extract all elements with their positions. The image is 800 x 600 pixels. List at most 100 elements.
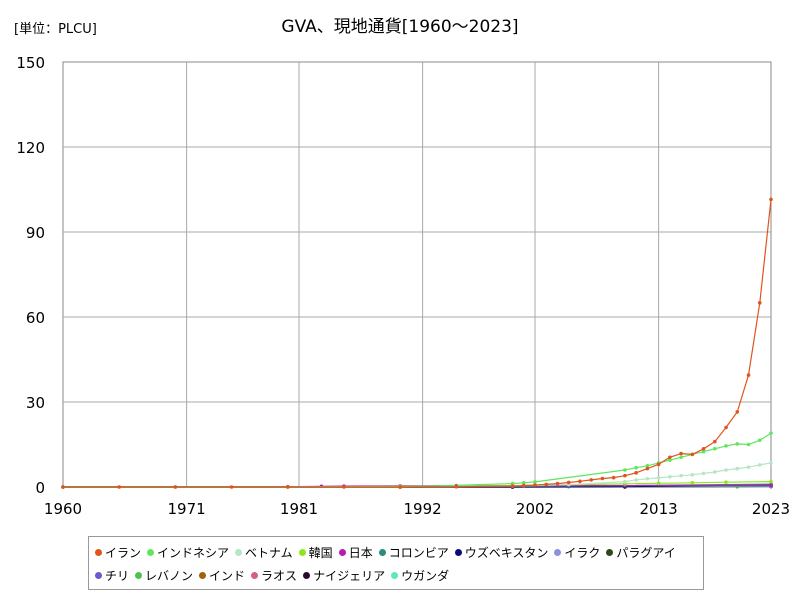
legend-item: ラオス <box>251 566 297 588</box>
legend-marker-icon <box>298 549 306 556</box>
data-point <box>724 480 728 484</box>
data-point <box>735 442 740 446</box>
data-point <box>769 431 773 435</box>
data-point <box>117 485 121 489</box>
y-tick-label: 30 <box>26 394 45 412</box>
data-point <box>600 476 605 481</box>
plot-area <box>62 61 772 488</box>
data-point <box>724 444 728 448</box>
legend-item: チリ <box>95 566 129 588</box>
data-point <box>757 301 762 305</box>
legend-label: インド <box>209 569 246 583</box>
data-point <box>679 473 683 478</box>
legend-marker-icon <box>95 572 102 579</box>
series-line <box>63 199 772 488</box>
legend-item: イラク <box>554 543 600 565</box>
data-point <box>533 483 537 487</box>
data-point <box>735 410 740 414</box>
x-tick-label: 1992 <box>404 500 442 518</box>
x-tick-label: 2013 <box>640 500 678 518</box>
data-point <box>746 465 751 469</box>
data-point <box>724 425 728 430</box>
legend-item: レバノン <box>135 566 193 588</box>
y-tick-label: 150 <box>16 54 45 72</box>
legend-label: ナイジェリア <box>313 569 386 583</box>
legend-label: インドネシア <box>157 546 230 560</box>
data-point <box>679 455 683 460</box>
chart-title: GVA、現地通貨[1960～2023] <box>281 17 519 37</box>
data-point <box>656 481 661 486</box>
x-tick-label: 1960 <box>44 500 82 518</box>
data-point <box>769 461 773 465</box>
y-tick-label: 60 <box>26 309 45 327</box>
legend-item: イラン <box>95 543 141 565</box>
data-point <box>578 479 582 484</box>
legend-item: コロンビア <box>378 543 449 565</box>
legend-item: インドネシア <box>147 543 229 565</box>
x-tick-label: 1971 <box>168 500 206 518</box>
legend-label: パラグアイ <box>616 546 676 560</box>
data-point <box>735 466 740 471</box>
legend-marker-icon <box>454 549 462 556</box>
data-point <box>61 485 65 489</box>
series-line <box>63 462 772 488</box>
data-point <box>229 485 234 489</box>
data-point <box>398 485 402 489</box>
legend-marker-icon <box>303 572 311 579</box>
data-point <box>645 466 650 471</box>
data-point <box>555 481 560 486</box>
legend-item: ベトナム <box>235 543 293 565</box>
data-point <box>690 480 695 485</box>
data-point <box>623 479 627 484</box>
data-point <box>769 197 773 202</box>
legend-label: チリ <box>105 569 130 583</box>
legend-item: インド <box>199 566 245 588</box>
data-point <box>589 478 593 482</box>
legend-marker-icon <box>338 549 346 556</box>
legend-marker-icon <box>147 549 155 556</box>
data-point <box>701 446 706 451</box>
data-point <box>679 451 683 456</box>
data-point <box>668 475 672 479</box>
data-point <box>454 484 459 489</box>
legend-label: ウズベキスタン <box>464 546 549 560</box>
data-point <box>623 468 627 472</box>
legend-marker-icon <box>251 572 259 579</box>
data-point <box>713 446 717 451</box>
legend-item: ウガンダ <box>391 566 449 588</box>
legend-item: ウズベキスタン <box>454 543 549 565</box>
data-point <box>611 475 616 480</box>
legend-marker-icon <box>378 549 386 556</box>
data-point <box>544 482 549 487</box>
data-point <box>701 449 706 454</box>
legend-label: イラク <box>564 546 601 560</box>
legend-marker-icon <box>554 549 562 556</box>
data-point <box>342 485 346 489</box>
data-point <box>656 462 661 467</box>
data-point <box>521 480 526 485</box>
legend-label: ベトナム <box>245 546 293 560</box>
y-tick-label: 0 <box>35 479 45 497</box>
legend-label: 韓国 <box>308 546 333 560</box>
legend-marker-icon <box>199 572 207 579</box>
data-point <box>645 476 650 481</box>
data-point <box>668 455 672 460</box>
data-point <box>757 438 762 443</box>
data-point <box>746 373 751 377</box>
legend-item: 韓国 <box>298 543 333 565</box>
legend-item: パラグアイ <box>606 543 676 565</box>
data-point <box>769 479 773 484</box>
x-tick-label: 2002 <box>516 500 554 518</box>
data-point <box>769 483 773 488</box>
data-point <box>690 473 695 477</box>
data-point <box>690 452 695 457</box>
legend-marker-icon <box>391 572 399 579</box>
legend-marker-icon <box>606 549 614 556</box>
data-point <box>634 471 638 475</box>
legend-label: 日本 <box>348 546 373 560</box>
legend-label: ラオス <box>261 569 298 583</box>
x-tick-label: 2023 <box>752 500 790 518</box>
data-point <box>510 484 515 488</box>
